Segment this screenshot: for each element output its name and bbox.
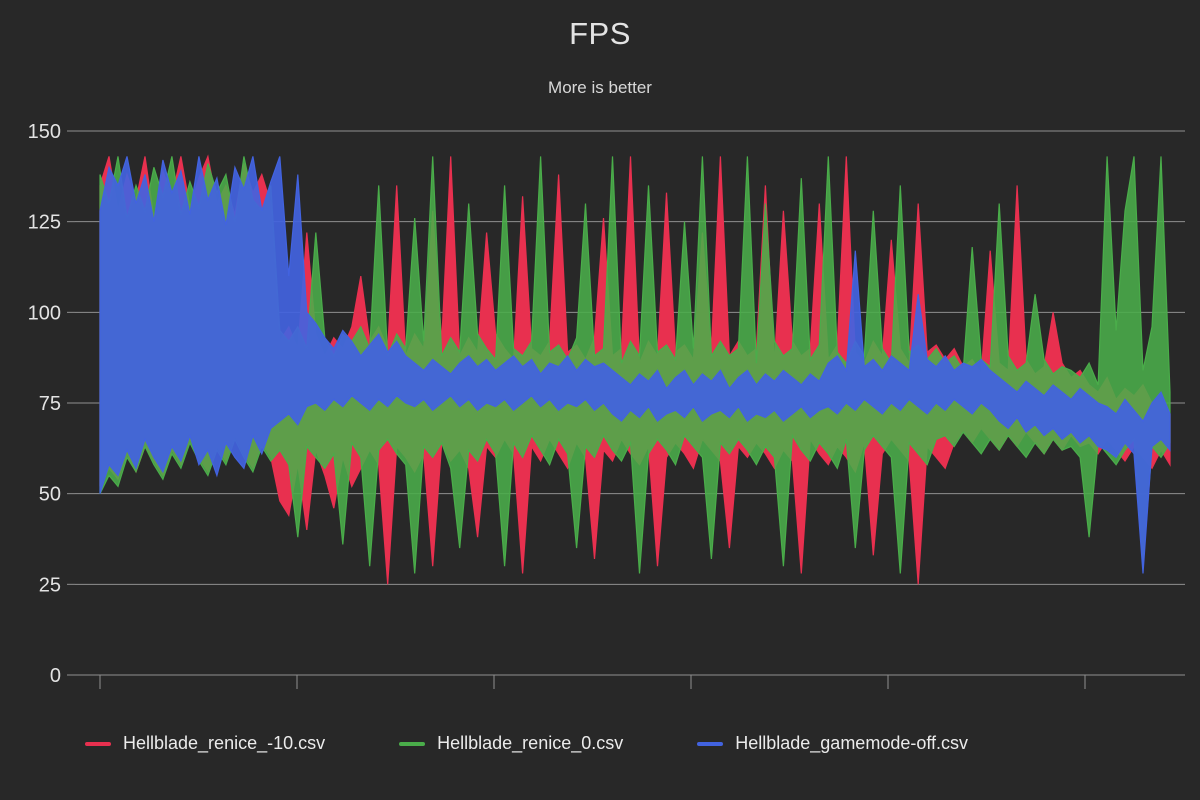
ytick-label-0: 0 bbox=[50, 665, 61, 687]
series-trace-2 bbox=[99, 156, 1171, 574]
ytick-label-75: 75 bbox=[39, 393, 61, 415]
legend-item-renice-0[interactable]: Hellblade_renice_0.csv bbox=[399, 733, 623, 754]
chart-title: FPS bbox=[569, 16, 631, 51]
legend-label-renice-0: Hellblade_renice_0.csv bbox=[437, 733, 624, 753]
ytick-label-100: 100 bbox=[28, 302, 61, 324]
legend-swatch-red bbox=[85, 741, 111, 746]
legend-swatch-blue bbox=[697, 741, 724, 746]
ytick-label-25: 25 bbox=[39, 574, 61, 596]
ytick-label-125: 125 bbox=[28, 212, 61, 234]
legend-label-renice-neg10: Hellblade_renice_-10.csv bbox=[123, 733, 326, 753]
chart-subtitle: More is better bbox=[548, 78, 652, 97]
legend-item-gamemode-off[interactable]: Hellblade_gamemode-off.csv bbox=[697, 733, 968, 754]
legend-label-gamemode-off: Hellblade_gamemode-off.csv bbox=[735, 733, 969, 753]
legend: Hellblade_renice_-10.csv Hellblade_renic… bbox=[85, 733, 968, 754]
ytick-label-150: 150 bbox=[28, 121, 61, 143]
legend-swatch-green bbox=[399, 741, 426, 746]
ytick-label-50: 50 bbox=[39, 484, 61, 506]
legend-item-renice-neg10[interactable]: Hellblade_renice_-10.csv bbox=[85, 733, 325, 754]
